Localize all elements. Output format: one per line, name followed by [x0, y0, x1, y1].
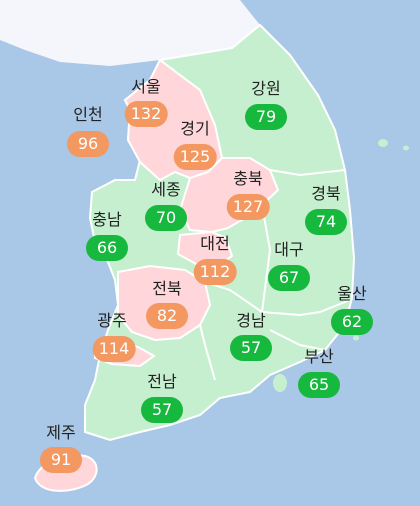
- badge-busan[interactable]: 65: [298, 372, 340, 398]
- badge-seoul[interactable]: 132: [124, 101, 168, 127]
- border-lines: [269, 329, 326, 351]
- badge-jeonnam[interactable]: 57: [141, 397, 183, 423]
- region-label-seoul: 서울: [131, 77, 161, 96]
- region-label-jeonnam: 전남: [147, 372, 177, 391]
- badge-gyeonggi[interactable]: 125: [173, 144, 217, 170]
- region-label-daejeon: 대전: [200, 234, 230, 253]
- region-label-gyeongnam: 경남: [236, 311, 266, 330]
- region-label-incheon: 인천: [73, 105, 103, 124]
- badge-jeonbuk[interactable]: 82: [146, 303, 188, 329]
- region-label-jeonbuk: 전북: [152, 279, 182, 298]
- badge-daejeon[interactable]: 112: [193, 259, 237, 285]
- badge-chungbuk[interactable]: 127: [226, 194, 270, 220]
- region-label-chungbuk: 충북: [233, 169, 263, 188]
- region-label-gwangju: 광주: [97, 311, 127, 330]
- region-label-gyeonggi: 경기: [180, 119, 210, 138]
- region-label-busan: 부산: [304, 347, 334, 366]
- island: [403, 145, 409, 151]
- badge-gwangju[interactable]: 114: [92, 336, 136, 362]
- island: [378, 139, 388, 147]
- region-label-jeju: 제주: [46, 423, 76, 442]
- north-area: [0, 0, 260, 66]
- region-label-daegu: 대구: [274, 240, 304, 259]
- badge-ulsan[interactable]: 62: [331, 309, 373, 335]
- region-label-ulsan: 울산: [337, 284, 367, 303]
- badge-jeju[interactable]: 91: [40, 447, 82, 473]
- badge-incheon[interactable]: 96: [67, 131, 109, 157]
- border-lines: [269, 169, 346, 177]
- region-label-chungnam: 충남: [92, 210, 122, 229]
- island: [87, 421, 103, 429]
- region-label-gangwon: 강원: [251, 79, 281, 98]
- badge-sejong[interactable]: 70: [145, 205, 187, 231]
- badge-daegu[interactable]: 67: [268, 265, 310, 291]
- border-lines: [199, 324, 216, 381]
- badge-gangwon[interactable]: 79: [245, 104, 287, 130]
- island: [353, 335, 359, 341]
- badge-chungnam[interactable]: 66: [86, 235, 128, 261]
- border-lines: [260, 204, 351, 317]
- badge-gyeongnam[interactable]: 57: [230, 335, 272, 361]
- region-label-gyeongbuk: 경북: [311, 184, 341, 203]
- island: [273, 374, 287, 392]
- region-label-sejong: 세종: [151, 180, 181, 199]
- badge-gyeongbuk[interactable]: 74: [305, 209, 347, 235]
